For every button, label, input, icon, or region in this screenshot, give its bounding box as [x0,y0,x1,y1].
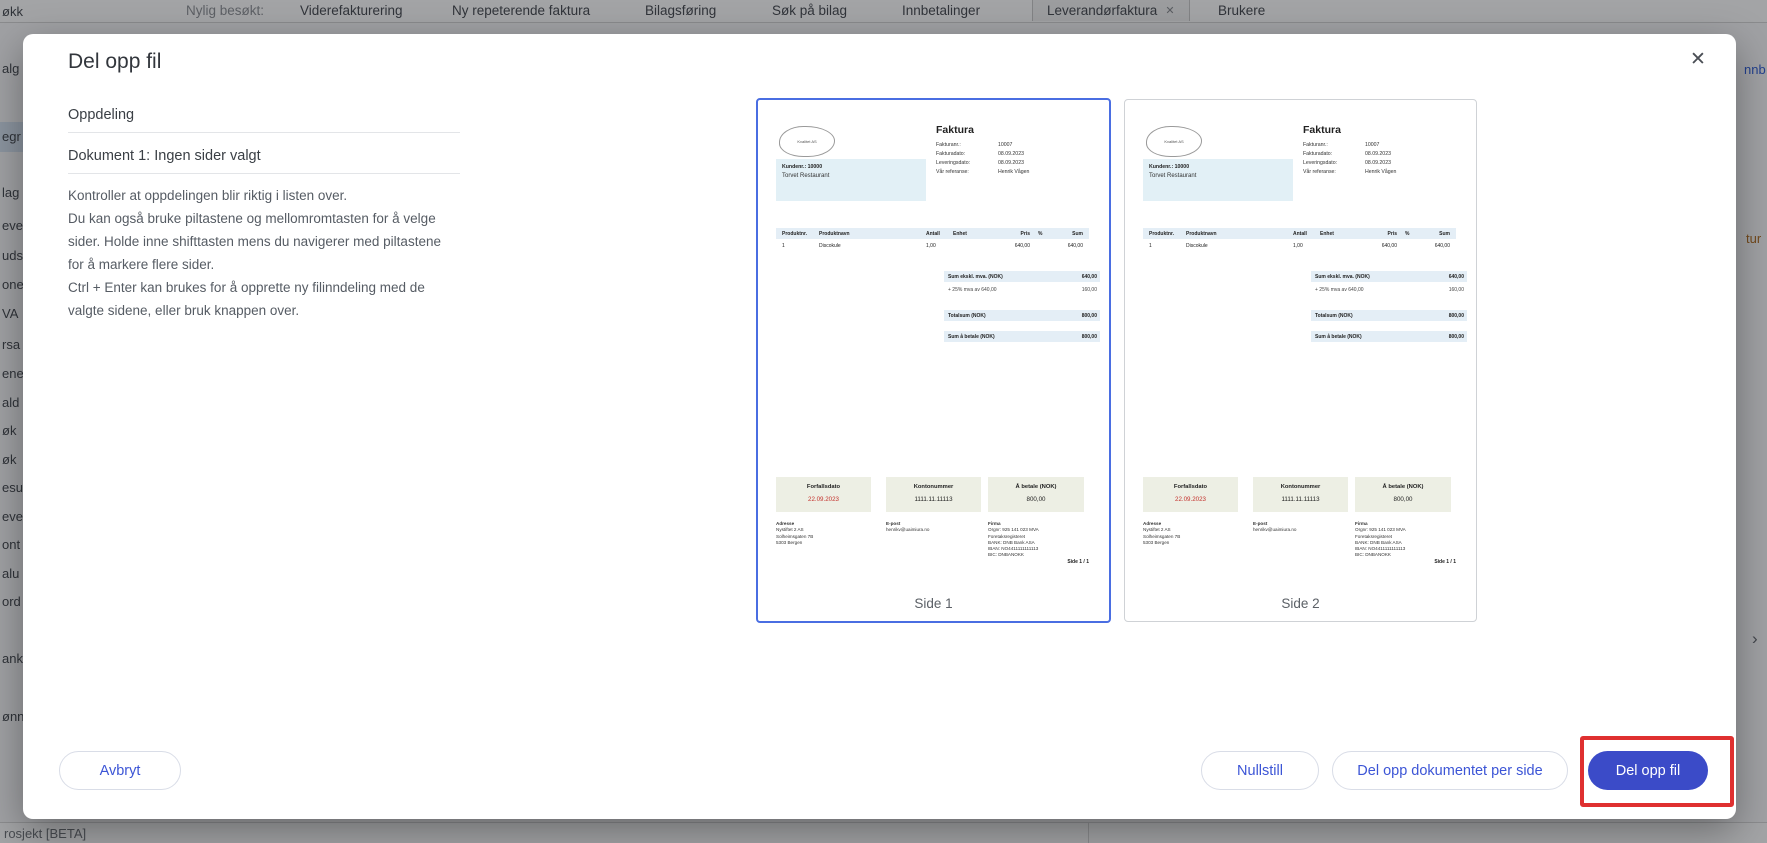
footer-epost: E-post henrikv@uaimiura.no [886,521,930,533]
sidebar-fragment: øk [2,423,17,438]
sidebar-fragment: ank [2,651,23,666]
split-file-dialog: Del opp fil ✕ Oppdeling Dokument 1: Inge… [23,34,1736,819]
page-number-label: Side 1 / 1 [1067,559,1089,565]
nav-item-bilagsforing[interactable]: Bilagsføring [645,3,717,18]
instruction-line: valgte sidene, eller bruk knappen over. [68,303,300,318]
forfallsdato-box: Forfallsdato 22.09.2023 [1143,477,1238,512]
sidebar-fragment: alu [2,566,20,581]
split-per-page-button[interactable]: Del opp dokumentet per side [1332,751,1568,790]
sidebar-fragment: eve [2,218,23,233]
footer-adresse: Adresse Nystiftet 2 AS Solheimsgaten 7B … [1143,521,1181,545]
tab-label: Leverandørfaktura [1047,3,1158,18]
a-betale-box: Å betale (NOK) 800,00 [1355,477,1451,512]
dialog-title: Del opp fil [68,50,162,73]
cancel-button[interactable]: Avbryt [59,751,181,790]
company-logo: Kvalitet AS [779,126,835,157]
document-1-row[interactable]: Dokument 1: Ingen sider valgt [68,148,261,164]
nav-item-innbetalinger[interactable]: Innbetalinger [902,3,981,18]
logo-text: Kvalitet AS [1164,139,1184,144]
divider [68,132,460,133]
totalsum-row: Totalsum (NOK) 800,00 [1311,310,1467,321]
instructions-text: Kontroller at oppdelingen blir riktig i … [68,184,488,322]
thumbnail-caption: Side 1 [914,596,953,611]
divider [68,173,460,174]
sidebar-selected-highlight [0,122,26,152]
nav-item-ny-repeterende-faktura[interactable]: Ny repeterende faktura [452,3,591,18]
page-number-label: Side 1 / 1 [1434,559,1456,565]
table-row: 1 Discokule 1,00 640,00 640,00 [1149,243,1450,249]
footer-firma: Firma Orgnr: 925 141 023 MVA Foretaksreg… [1355,521,1406,558]
a-betale-box: Å betale (NOK) 800,00 [988,477,1084,512]
sidebar-fragment: øk [2,452,17,467]
instruction-line: Kontroller at oppdelingen blir riktig i … [68,188,348,203]
sidebar-fragment: rsa [2,337,21,352]
table-header: Produktnr. Produktnavn Antall Enhet Pris… [776,228,1089,239]
sidebar-fragment: egr [2,129,21,144]
sidebar-fragment: VA [2,306,19,321]
footer-adresse: Adresse Nystiftet 2 AS Solheimsgaten 7B … [776,521,814,545]
bottom-strip: rosjekt [BETA] [0,822,1767,843]
reset-button[interactable]: Nullstill [1201,751,1319,790]
invoice-meta: Fakturanr.: 10007 Fakturadato: 08.09.2023 … [936,142,1030,175]
close-icon[interactable]: ✕ [1690,48,1706,70]
mva-row: + 25% mva av 640,00 160,00 [1315,286,1464,293]
footer-epost: E-post henrikv@uaimiura.no [1253,521,1297,533]
right-fragment-link: nnb [1744,62,1766,77]
sum-ekskl-row: Sum ekskl. mva. (NOK) 640,00 [944,271,1100,282]
sum-ekskl-row: Sum ekskl. mva. (NOK) 640,00 [1311,271,1467,282]
instruction-line: for å markere flere sider. [68,257,215,272]
nav-item-sok-pa-bilag[interactable]: Søk på bilag [772,3,848,18]
bottom-divider [1088,823,1089,843]
sidebar-fragment: ont [2,537,21,552]
instruction-line: Ctrl + Enter kan brukes for å opprette n… [68,280,425,295]
tab-close-icon[interactable]: ✕ [1165,5,1175,17]
kontonummer-box: Kontonummer 1111.11.11113 [886,477,981,512]
split-file-button[interactable]: Del opp fil [1588,751,1708,790]
sidebar-fragment: ord [2,594,21,609]
instruction-line: Du kan også bruke piltastene og mellomro… [68,211,436,226]
invoice-preview: Kvalitet AS Faktura Fakturanr.: 10007 Fak… [1125,100,1476,621]
sidebar-fragment: ønn [2,709,25,724]
sidebar-fragment: ald [2,395,20,410]
tab-leverandorfaktura[interactable]: Leverandørfaktura ✕ [1032,0,1190,21]
sidebar-fragment: alg [2,61,20,76]
sum-a-betale-row: Sum å betale (NOK) 800,00 [1311,331,1467,342]
page-thumbnail-1[interactable]: Kvalitet AS Faktura Fakturanr.: 10007 Fak… [756,98,1111,623]
kontonummer-box: Kontonummer 1111.11.11113 [1253,477,1348,512]
table-header: Produktnr. Produktnavn Antall Enhet Pris… [1143,228,1456,239]
top-navigation: Nylig besøkt: Viderefakturering Ny repet… [0,0,1767,23]
project-beta-label: rosjekt [BETA] [4,826,87,841]
company-logo: Kvalitet AS [1146,126,1202,157]
sidebar-fragment: esu [2,480,23,495]
customer-box: Kundenr.: 10000 Torvet Restaurant [776,159,926,201]
recently-visited-label: Nylig besøkt: [186,3,265,18]
logo-text: Kvalitet AS [797,139,817,144]
chevron-right-icon: › [1752,629,1758,648]
invoice-title: Faktura [1303,124,1341,136]
sidebar-fragment: uds [2,248,23,263]
customer-box: Kundenr.: 10000 Torvet Restaurant [1143,159,1293,201]
sidebar-fragment: eve [2,509,23,524]
right-fragment-text: tur [1746,231,1762,246]
sidebar-fragment: one [2,277,24,292]
sum-a-betale-row: Sum å betale (NOK) 800,00 [944,331,1100,342]
mva-row: + 25% mva av 640,00 160,00 [948,286,1097,293]
forfallsdato-box: Forfallsdato 22.09.2023 [776,477,871,512]
invoice-preview: Kvalitet AS Faktura Fakturanr.: 10007 Fak… [758,100,1109,621]
table-row: 1 Discokule 1,00 640,00 640,00 [782,243,1083,249]
footer-firma: Firma Orgnr: 925 141 023 MVA Foretaksreg… [988,521,1039,558]
page-thumbnail-2[interactable]: Kvalitet AS Faktura Fakturanr.: 10007 Fak… [1124,99,1477,622]
instruction-line: sider. Holde inne shifttasten mens du na… [68,234,441,249]
sidebar-fragment: lag [2,185,20,200]
sidebar-fragment: økk [2,4,23,19]
oppdeling-heading: Oppdeling [68,107,135,123]
nav-item-brukere[interactable]: Brukere [1218,3,1266,18]
invoice-title: Faktura [936,124,974,136]
thumbnail-caption: Side 2 [1281,596,1320,611]
totalsum-row: Totalsum (NOK) 800,00 [944,310,1100,321]
nav-item-viderefakturering[interactable]: Viderefakturering [300,3,403,18]
invoice-meta: Fakturanr.: 10007 Fakturadato: 08.09.2023 … [1303,142,1397,175]
sidebar-fragment: ene [2,366,24,381]
